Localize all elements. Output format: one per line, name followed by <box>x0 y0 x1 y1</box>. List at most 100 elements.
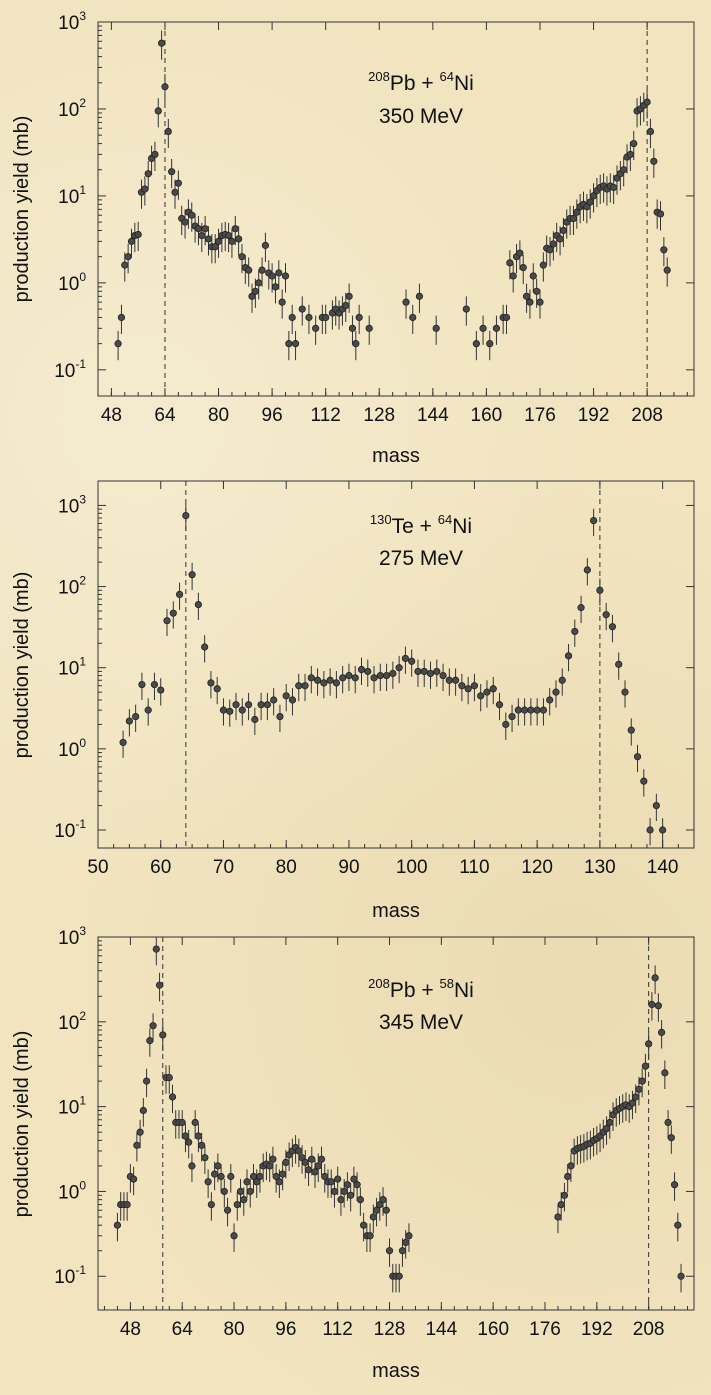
data-point <box>281 272 290 280</box>
data-point <box>398 1247 407 1255</box>
data-point <box>489 685 497 693</box>
data-point <box>307 674 315 682</box>
data-point <box>144 170 152 178</box>
data-point <box>650 157 658 165</box>
x-tick-label: 80 <box>276 857 297 878</box>
data-point <box>163 617 171 625</box>
data-point <box>238 706 246 714</box>
y-tick-label: 103 <box>58 9 86 34</box>
data-point <box>113 1221 122 1229</box>
x-tick-label: 192 <box>578 405 610 426</box>
data-point <box>527 706 535 714</box>
data-point <box>462 305 470 313</box>
y-tick-label: 102 <box>58 96 86 121</box>
x-tick-label: 96 <box>275 1319 296 1340</box>
data-point <box>559 226 568 235</box>
data-point <box>408 657 416 665</box>
data-point <box>224 231 233 240</box>
data-point <box>119 738 127 747</box>
y-tick-label: 100 <box>58 270 86 295</box>
data-point <box>472 340 480 348</box>
data-point <box>641 1062 650 1070</box>
x-tick-label: 128 <box>363 405 395 426</box>
data-point <box>288 313 296 322</box>
data-point <box>257 701 265 709</box>
data-point <box>230 1232 238 1240</box>
y-tick-label: 100 <box>58 1178 86 1203</box>
x-tick-label: 50 <box>87 857 108 878</box>
data-point <box>557 1200 565 1209</box>
plot-frame <box>97 936 695 1311</box>
y-tick-label: 100 <box>58 736 86 761</box>
data-point <box>564 652 573 660</box>
x-axis-label: mass <box>372 1360 420 1382</box>
y-tick-label: 10-1 <box>54 357 86 382</box>
data-point <box>402 298 410 306</box>
data-point <box>117 313 126 322</box>
data-point <box>432 324 440 332</box>
data-point <box>630 139 638 148</box>
data-point <box>640 777 648 785</box>
data-point <box>168 168 176 176</box>
data-point <box>201 225 209 233</box>
data-point <box>602 1125 611 1133</box>
data-point <box>339 674 347 682</box>
data-point <box>586 198 594 206</box>
data-point <box>556 235 564 243</box>
data-point <box>615 660 623 668</box>
data-point <box>464 685 472 693</box>
data-point <box>364 667 372 676</box>
data-point <box>282 692 290 700</box>
x-tick-label: 100 <box>396 857 428 878</box>
data-point <box>483 688 491 696</box>
energy-label: 275 MeV <box>379 547 463 570</box>
data-point <box>214 237 223 245</box>
data-point <box>169 609 177 617</box>
data-point <box>149 1022 157 1030</box>
data-point <box>269 1155 277 1163</box>
data-point <box>217 1172 225 1181</box>
data-point <box>608 623 617 631</box>
data-point <box>521 706 529 714</box>
data-point <box>379 1196 387 1204</box>
data-point <box>295 682 303 690</box>
data-point <box>502 313 511 322</box>
data-point <box>285 340 293 348</box>
data-point <box>154 107 162 115</box>
data-point <box>168 1093 177 1101</box>
data-point <box>301 682 309 690</box>
data-point <box>651 974 659 982</box>
data-point <box>405 1232 413 1240</box>
y-tick-label: 103 <box>58 924 86 949</box>
data-point <box>185 1138 193 1146</box>
data-point <box>288 696 297 704</box>
x-tick-label: 48 <box>101 405 122 426</box>
data-point <box>191 1118 199 1127</box>
data-point <box>385 1247 394 1255</box>
data-point <box>125 717 133 725</box>
data-point <box>313 676 322 684</box>
y-tick-label: 10-1 <box>54 817 86 842</box>
x-tick-label: 110 <box>459 857 489 878</box>
data-point <box>348 324 357 332</box>
chart-panel-2: 50 60 70 80 90 100 110 120 130 140 10-1 100 101 102 10… <box>11 480 695 922</box>
data-point <box>127 237 136 245</box>
data-point <box>155 981 164 989</box>
data-point <box>188 1162 196 1170</box>
data-point <box>369 1213 377 1221</box>
data-point <box>426 669 435 678</box>
data-point <box>326 676 334 684</box>
data-point <box>317 1155 326 1163</box>
x-tick-label: 208 <box>633 1319 665 1340</box>
data-point <box>178 1118 186 1127</box>
x-tick-label: 208 <box>631 405 663 426</box>
data-point <box>560 1191 569 1199</box>
data-point <box>633 753 642 761</box>
data-point <box>201 643 209 651</box>
data-point <box>243 1178 251 1186</box>
data-point <box>223 1206 232 1214</box>
data-point <box>141 185 149 193</box>
data-point <box>366 1232 374 1240</box>
data-point <box>645 1040 653 1048</box>
